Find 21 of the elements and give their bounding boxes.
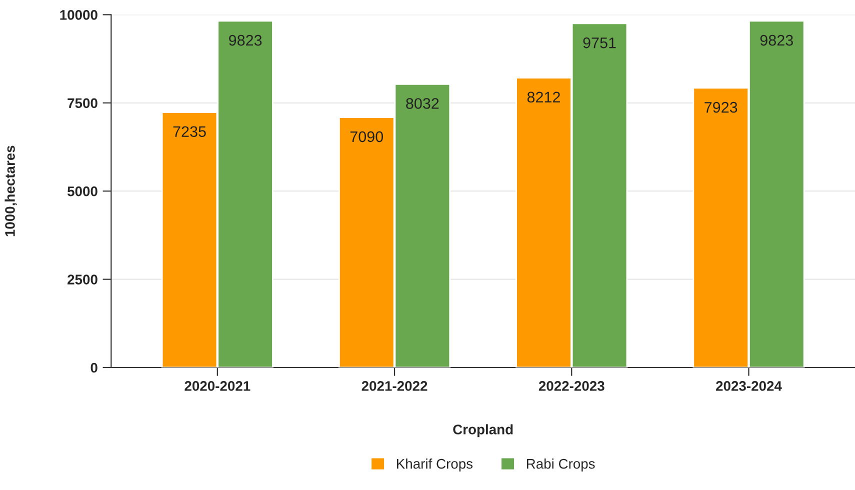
data-label: 9823 xyxy=(760,34,793,46)
data-label: 7090 xyxy=(350,131,384,142)
y-tick-label: 0 xyxy=(90,362,98,373)
data-label: 9823 xyxy=(229,34,262,46)
data-label: 7235 xyxy=(173,126,206,138)
x-tick-label: 2023-2024 xyxy=(716,381,782,391)
legend-label: Rabi Crops xyxy=(526,458,595,472)
data-label: 7923 xyxy=(704,102,738,113)
data-label: 9751 xyxy=(583,37,616,48)
y-axis-title: 1000,hectares xyxy=(4,146,17,236)
y-tick-label: 5000 xyxy=(67,186,98,196)
data-label: 8032 xyxy=(406,98,439,109)
x-tick-label: 2021-2022 xyxy=(362,381,428,391)
legend-label: Kharif Crops xyxy=(397,458,473,472)
y-tick-label: 2500 xyxy=(68,274,98,284)
x-tick-label: 2020-2021 xyxy=(184,381,250,391)
data-label: 8212 xyxy=(527,92,560,103)
x-tick-label: 2022-2023 xyxy=(538,381,604,391)
x-axis-title: Cropland xyxy=(453,424,513,438)
y-tick-label: 10000 xyxy=(60,10,98,20)
y-tick-label: 7500 xyxy=(68,98,98,108)
